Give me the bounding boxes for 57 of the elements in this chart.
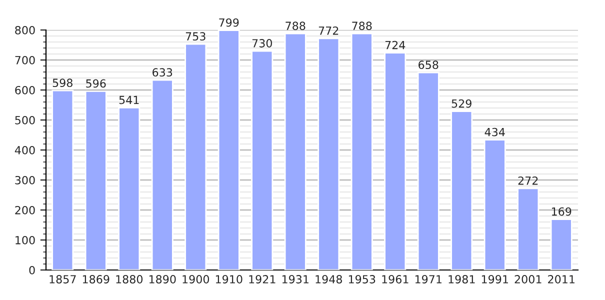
- x-tick-label: 1857: [50, 275, 76, 284]
- x-tick-label: 1931: [282, 275, 308, 284]
- data-label: 272: [518, 176, 538, 185]
- x-tick-label: 1869: [82, 275, 110, 284]
- bar: [350, 32, 373, 270]
- bar: [84, 90, 107, 270]
- bar: [384, 52, 406, 270]
- bar: [118, 107, 140, 270]
- bar: [52, 90, 74, 270]
- x-tick-label: 1981: [448, 275, 475, 284]
- data-label: 529: [452, 99, 472, 108]
- data-label: 788: [286, 22, 306, 30]
- data-label: 658: [418, 60, 438, 70]
- bar: [517, 188, 540, 270]
- x-tick-label: 1921: [249, 275, 276, 284]
- x-tick-label: 1961: [382, 275, 408, 284]
- bar: [318, 38, 340, 270]
- x-tick-label: 1971: [415, 275, 442, 284]
- data-label: 633: [152, 68, 172, 77]
- bar: [251, 50, 274, 270]
- y-tick-label: 500: [15, 116, 35, 124]
- bar: [450, 110, 473, 270]
- data-label: 799: [219, 18, 239, 27]
- data-label: 434: [484, 128, 505, 136]
- data-label: 724: [385, 40, 406, 50]
- x-tick-label: 1900: [182, 275, 210, 284]
- data-label: 598: [52, 78, 72, 88]
- bar: [184, 43, 207, 270]
- bar: [550, 218, 572, 270]
- y-tick-label: 700: [15, 56, 35, 64]
- x-tick-label: 2011: [548, 275, 574, 284]
- data-label: 596: [86, 79, 106, 88]
- y-tick-label: 400: [14, 146, 35, 154]
- y-tick-label: 100: [16, 236, 35, 244]
- bar: [151, 79, 174, 270]
- y-tick-label: 800: [15, 26, 35, 34]
- x-tick-label: 1880: [116, 275, 143, 284]
- x-tick-label: 1910: [216, 275, 242, 284]
- data-label: 788: [352, 22, 372, 30]
- bar: [484, 139, 506, 270]
- data-label: 772: [318, 26, 338, 35]
- y-tick-label: 0: [29, 266, 35, 274]
- bar: [284, 32, 306, 270]
- data-label: 541: [119, 96, 139, 104]
- y-tick-label: 200: [15, 206, 35, 214]
- bar: [417, 72, 440, 270]
- x-tick-label: 1948: [316, 275, 342, 284]
- x-tick-label: 1890: [149, 275, 176, 284]
- x-tick-label: 1991: [482, 275, 508, 284]
- x-tick-label: 1953: [348, 275, 376, 284]
- data-label: 753: [186, 32, 206, 41]
- y-tick-label: 600: [15, 86, 35, 94]
- y-tick-label: 300: [15, 176, 35, 184]
- bar: [218, 30, 240, 270]
- data-label: 730: [252, 39, 272, 48]
- data-label: 169: [552, 207, 572, 216]
- x-tick-label: 2001: [514, 275, 542, 284]
